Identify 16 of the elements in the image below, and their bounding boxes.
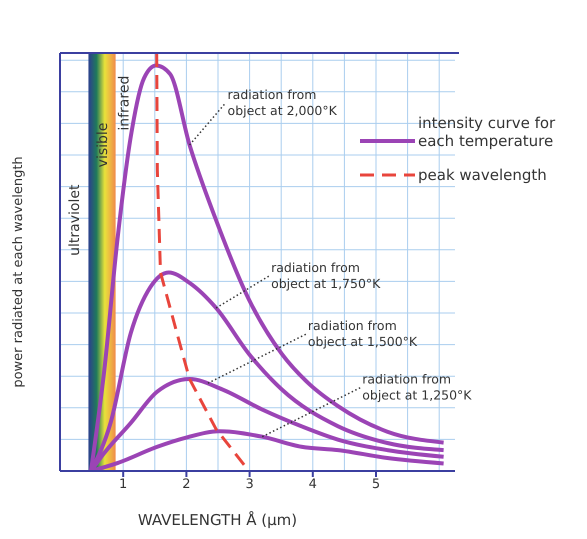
annotation: radiation from object at 1,250°K: [362, 372, 472, 403]
x-tick-label: 5: [372, 477, 380, 492]
x-tick-label: 2: [182, 477, 191, 492]
legend-label: intensity curve for each temperature: [418, 114, 556, 150]
band-label: visible: [95, 122, 112, 168]
x-axis-title: WAVELENGTH Å (µm): [138, 511, 298, 529]
y-axis-title: power radiated at each wavelength: [11, 156, 26, 388]
x-tick-label: 1: [119, 477, 128, 492]
annotation: radiation from object at 2,000°K: [228, 86, 338, 118]
annotation: radiation from object at 1,500°K: [308, 318, 418, 350]
x-tick-label: 3: [245, 477, 254, 492]
annotation: radiation from object at 1,750°K: [271, 260, 382, 291]
annotation: ultraviolet: [67, 184, 84, 256]
x-tick-label: 4: [308, 477, 317, 492]
legend-label: peak wavelength: [418, 166, 547, 184]
annotation: infrared: [116, 76, 133, 131]
